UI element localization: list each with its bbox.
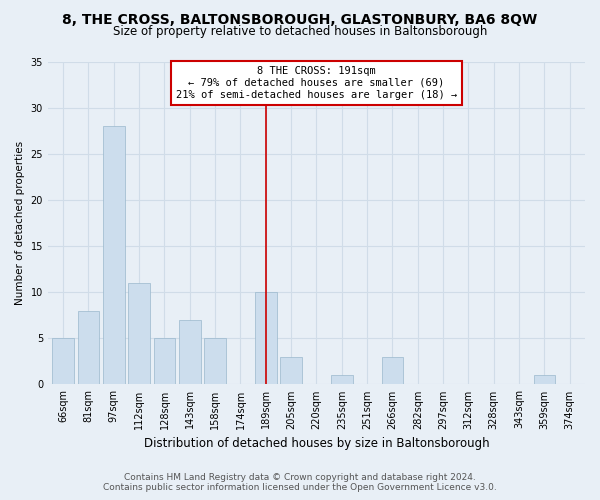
Bar xyxy=(280,357,302,384)
Text: 8 THE CROSS: 191sqm
← 79% of detached houses are smaller (69)
21% of semi-detach: 8 THE CROSS: 191sqm ← 79% of detached ho… xyxy=(176,66,457,100)
Text: Size of property relative to detached houses in Baltonsborough: Size of property relative to detached ho… xyxy=(113,25,487,38)
Y-axis label: Number of detached properties: Number of detached properties xyxy=(15,141,25,305)
Bar xyxy=(179,320,200,384)
Bar xyxy=(255,292,277,384)
Bar xyxy=(205,338,226,384)
Bar xyxy=(382,357,403,384)
X-axis label: Distribution of detached houses by size in Baltonsborough: Distribution of detached houses by size … xyxy=(143,437,489,450)
Bar xyxy=(331,375,353,384)
Bar xyxy=(103,126,125,384)
Bar xyxy=(533,375,555,384)
Bar xyxy=(128,283,150,384)
Bar xyxy=(52,338,74,384)
Text: 8, THE CROSS, BALTONSBOROUGH, GLASTONBURY, BA6 8QW: 8, THE CROSS, BALTONSBOROUGH, GLASTONBUR… xyxy=(62,12,538,26)
Text: Contains HM Land Registry data © Crown copyright and database right 2024.
Contai: Contains HM Land Registry data © Crown c… xyxy=(103,473,497,492)
Bar xyxy=(77,310,99,384)
Bar xyxy=(154,338,175,384)
